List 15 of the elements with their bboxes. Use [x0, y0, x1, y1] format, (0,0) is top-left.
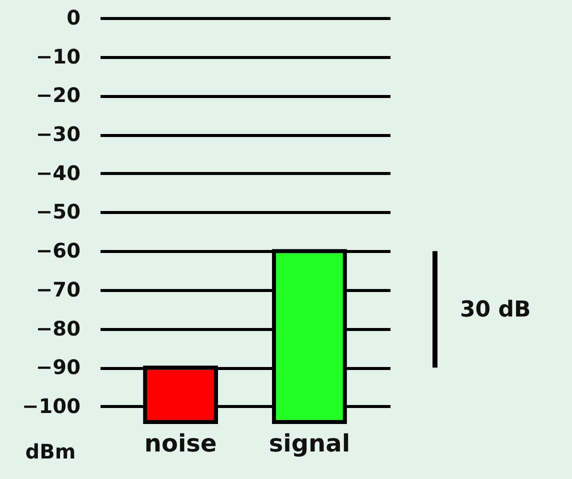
y-tick-label: 0: [66, 6, 80, 30]
y-axis-title: dBm: [25, 440, 76, 464]
y-tick-label: −100: [22, 394, 80, 418]
y-tick-label: −20: [36, 83, 80, 108]
text: 30 dB: [460, 297, 531, 322]
y-tick-label: −30: [36, 122, 80, 146]
y-tick-label: −70: [36, 277, 80, 302]
x-tick-label: noise: [144, 430, 217, 458]
y-tick-label: −10: [36, 44, 80, 68]
y-tick-label: −90: [36, 355, 80, 380]
y-tick-label: −50: [36, 200, 80, 224]
y-tick-label: −80: [36, 316, 80, 340]
y-tick-label: −60: [36, 238, 80, 263]
y-tick-label: −40: [36, 160, 80, 185]
x-tick-label: signal: [268, 430, 350, 458]
